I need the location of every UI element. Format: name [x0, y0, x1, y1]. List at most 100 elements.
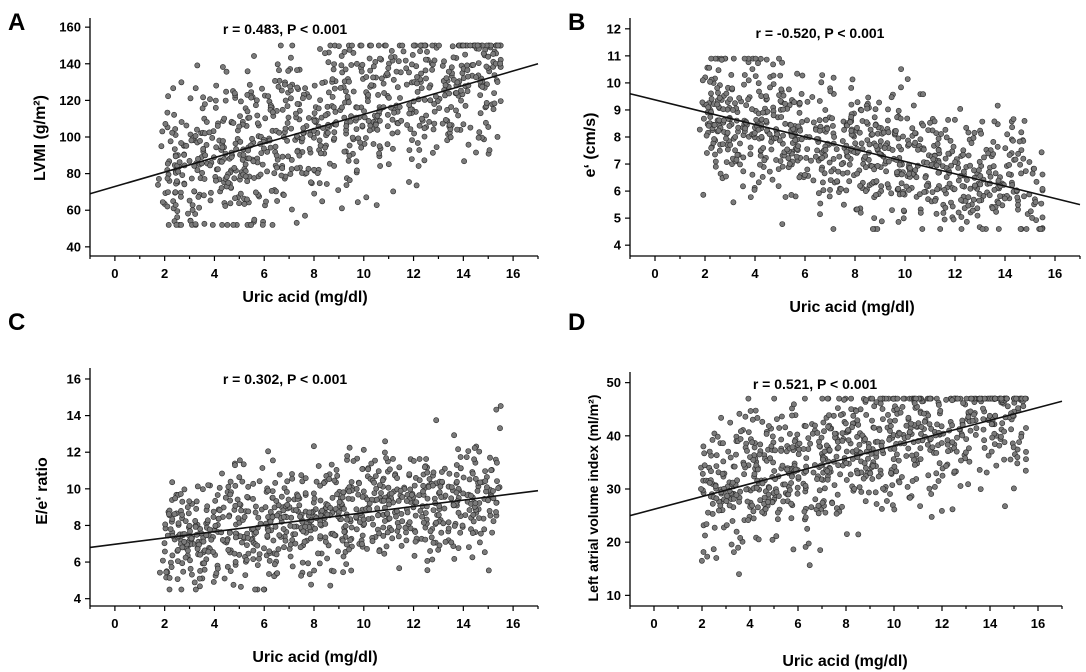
data-point [892, 417, 898, 424]
data-point [726, 123, 733, 129]
data-point [483, 100, 490, 106]
x-tick-label: 14 [456, 266, 471, 281]
data-point [206, 129, 213, 136]
data-point [816, 117, 823, 124]
data-point [733, 156, 740, 163]
data-point [744, 498, 751, 505]
data-point [712, 158, 719, 165]
data-point [421, 133, 428, 140]
data-point [169, 552, 176, 559]
data-point [795, 143, 802, 149]
data-point [932, 197, 938, 204]
data-point [368, 42, 374, 49]
data-point [992, 170, 999, 177]
data-point [232, 140, 239, 147]
data-point [858, 488, 865, 495]
data-point [885, 106, 891, 113]
data-point [972, 182, 978, 189]
data-point [756, 88, 762, 95]
data-point [971, 167, 977, 174]
data-point [861, 460, 868, 467]
data-point [237, 98, 244, 105]
data-point [194, 62, 201, 69]
data-point [895, 185, 902, 192]
data-point [959, 183, 966, 189]
data-point [366, 127, 373, 134]
data-point [305, 165, 312, 172]
data-point [701, 450, 708, 457]
data-point [418, 85, 425, 91]
data-point [474, 42, 481, 49]
data-point [231, 175, 238, 182]
data-point [411, 552, 418, 559]
data-point [426, 119, 432, 125]
data-point [465, 73, 471, 80]
data-point [917, 136, 924, 143]
data-point [782, 424, 789, 431]
data-point [446, 122, 453, 128]
data-point [853, 408, 860, 414]
data-point [231, 90, 238, 97]
data-point [838, 186, 844, 192]
data-point [820, 419, 827, 426]
data-point [322, 144, 328, 151]
data-point [897, 115, 904, 122]
panel-c-y-axis-title: E/e‘ ratio [34, 457, 51, 525]
data-point [448, 64, 455, 71]
data-point [749, 171, 756, 178]
data-point [209, 221, 216, 228]
data-point [856, 129, 863, 136]
data-point [699, 77, 706, 84]
data-point [263, 198, 269, 205]
data-point [221, 115, 228, 122]
panel-letter-d: D [568, 309, 585, 336]
data-point [341, 49, 348, 55]
data-point [985, 150, 992, 157]
data-point [1011, 485, 1017, 492]
data-point [497, 60, 504, 67]
data-point [175, 520, 182, 527]
data-point [949, 397, 955, 404]
data-point [760, 145, 767, 151]
data-point [839, 138, 846, 144]
data-point [958, 214, 965, 220]
data-point [488, 467, 494, 474]
data-point [910, 102, 917, 109]
data-point [848, 406, 855, 412]
data-point [830, 123, 836, 129]
data-point [493, 459, 500, 466]
data-point [376, 150, 382, 157]
data-point [947, 137, 954, 144]
data-point [181, 181, 188, 188]
data-point [428, 534, 435, 541]
data-point [319, 507, 325, 514]
data-point [797, 127, 803, 134]
x-tick-label: 10 [887, 616, 901, 631]
data-point [394, 129, 401, 136]
data-point [344, 453, 351, 459]
data-point [476, 129, 483, 136]
data-point [240, 461, 247, 468]
data-point [955, 164, 962, 171]
data-point [377, 55, 383, 62]
data-point [433, 519, 439, 526]
data-point [1023, 456, 1029, 463]
data-point [187, 95, 194, 102]
data-point [1010, 137, 1016, 144]
data-point [397, 95, 403, 101]
data-point [779, 221, 786, 227]
data-point [1023, 226, 1030, 232]
data-point [302, 490, 309, 497]
data-point [443, 75, 450, 81]
data-point [943, 134, 950, 141]
data-point [952, 116, 958, 123]
data-point [725, 448, 732, 455]
data-point [1006, 171, 1012, 178]
panel-d-stat-annotation: r = 0.521, P < 0.001 [753, 376, 878, 392]
data-point [883, 168, 889, 175]
data-point [819, 154, 825, 161]
data-point [950, 216, 957, 223]
data-point [445, 68, 452, 75]
data-point [204, 517, 211, 524]
data-point [991, 118, 998, 125]
